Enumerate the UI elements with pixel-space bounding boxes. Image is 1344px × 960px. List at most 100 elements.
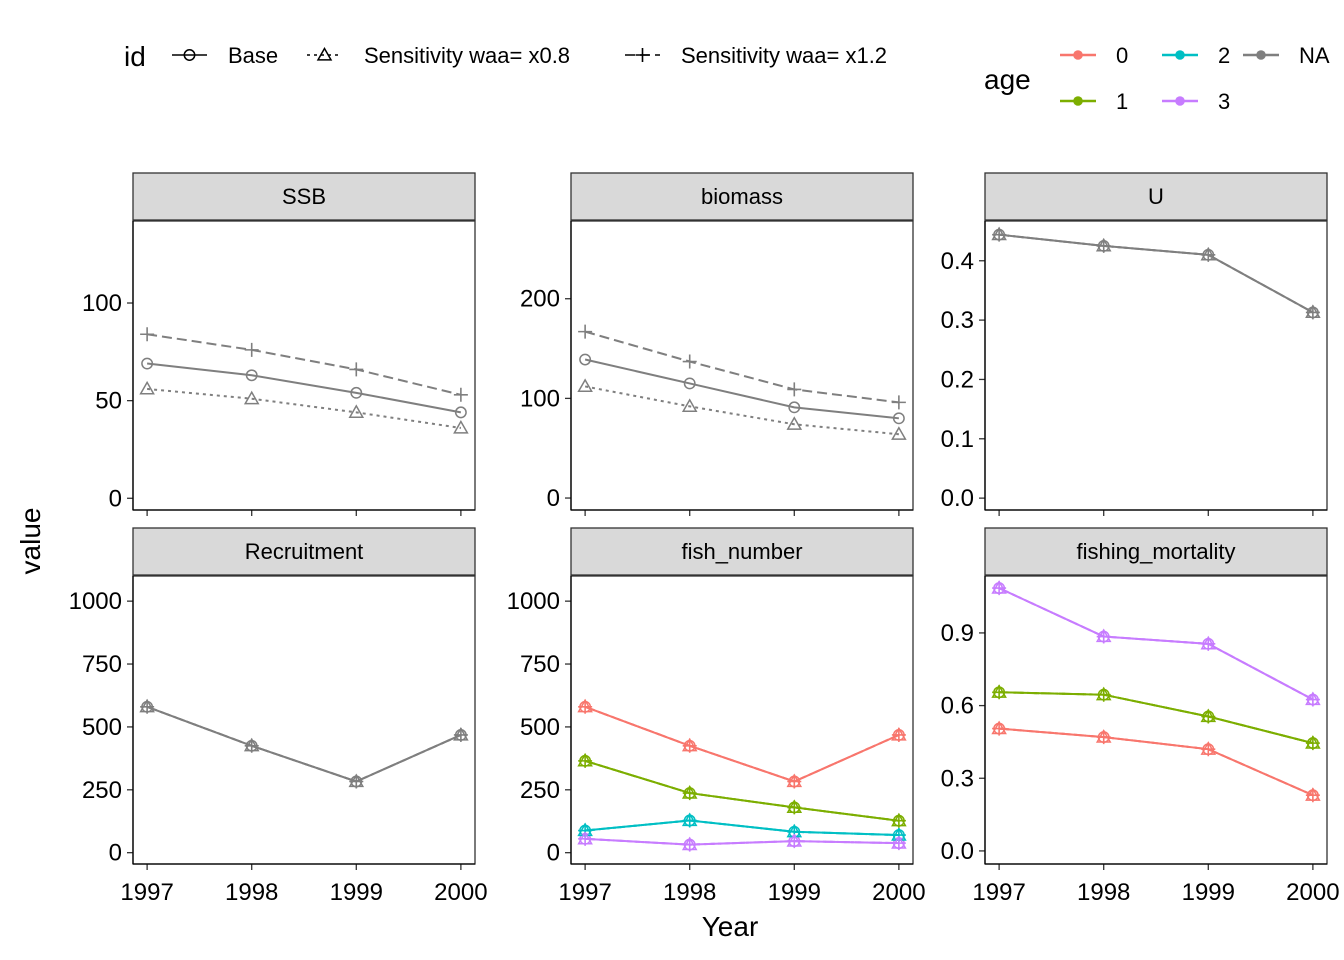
data-point [578, 699, 593, 714]
legend-age-entry: 2 [1162, 43, 1230, 68]
data-point [139, 380, 155, 395]
panel-area [570, 220, 914, 511]
data-point [579, 353, 592, 366]
series-line [992, 227, 1320, 320]
legend-age-key-dot [1175, 50, 1185, 60]
data-point [140, 699, 155, 714]
data-point [1096, 238, 1111, 253]
legend-age-label: 2 [1218, 43, 1230, 68]
data-point [682, 738, 697, 753]
y-tick-label: 0.0 [941, 838, 974, 865]
legend-age-key-dot [1073, 50, 1083, 60]
legend-age-label: NA [1299, 43, 1330, 68]
data-point [453, 727, 468, 742]
series-path [999, 691, 1314, 745]
data-point [141, 357, 154, 370]
facet-panel: SSB 0 50 100 [82, 172, 476, 516]
data-point [245, 369, 258, 382]
legend-age-entry: 3 [1162, 89, 1230, 114]
y-axis-title: value [15, 508, 46, 575]
series-path [584, 759, 900, 822]
facet-panel: U 0.0 0.1 0.2 0.3 0.4 [941, 172, 1328, 516]
y-tick-label: 750 [82, 651, 122, 678]
legend-id-label: Base [228, 43, 278, 68]
facet-strip [570, 172, 914, 221]
x-tick-label: 1999 [768, 879, 821, 906]
x-tick-label: 1999 [330, 879, 383, 906]
data-point [1305, 788, 1320, 803]
y-tick-label: 50 [95, 388, 122, 415]
y-tick-label: 500 [520, 714, 560, 741]
y-tick-label: 0 [547, 485, 560, 512]
data-point [992, 721, 1007, 736]
series-path [585, 819, 899, 837]
facet-strip-label: SSB [282, 184, 326, 209]
series-line [578, 753, 906, 828]
series-line [578, 831, 906, 852]
data-point [578, 831, 593, 846]
data-point [787, 800, 802, 815]
y-tick-label: 0 [109, 840, 122, 867]
legend-age-label: 3 [1218, 89, 1230, 114]
facet-strip [984, 172, 1328, 221]
x-tick-label: 1997 [120, 879, 173, 906]
data-point [1096, 730, 1111, 745]
legend-area: id Base Sensitivity waa= x0.8 Sensitivity w… [124, 41, 1330, 114]
series-path [147, 362, 462, 414]
data-point [891, 727, 906, 742]
y-tick-label: 250 [82, 777, 122, 804]
y-tick-label: 0 [109, 485, 122, 512]
data-point [992, 685, 1007, 700]
data-point [453, 387, 468, 402]
x-tick-label: 1997 [972, 879, 1025, 906]
data-point [578, 324, 593, 339]
data-point [1305, 692, 1320, 707]
legend-age-entry: 0 [1060, 43, 1128, 68]
legend-id-key-marker [635, 48, 650, 62]
series-line [992, 685, 1320, 751]
series-line [140, 699, 468, 789]
series-line [139, 380, 469, 434]
legend-id-entry: Sensitivity waa= x0.8 [307, 43, 570, 68]
y-tick-label: 750 [520, 651, 560, 678]
legend-age-entry: NA [1243, 43, 1330, 68]
data-point [891, 813, 906, 828]
data-point [787, 382, 802, 397]
x-tick-label: 1998 [1077, 879, 1130, 906]
x-tick-label: 1997 [558, 879, 611, 906]
y-tick-label: 0.3 [941, 307, 974, 334]
panel-area [984, 220, 1328, 511]
x-tick-label: 2000 [872, 879, 925, 906]
data-point [243, 390, 260, 405]
series-path [146, 333, 462, 396]
data-point [992, 227, 1007, 242]
y-tick-label: 250 [520, 777, 560, 804]
data-point [891, 395, 906, 410]
facet-panel: fish_number 0 250 500 750 1000 1997 1998 1999 200… [507, 527, 926, 906]
legend-id-key-marker [183, 49, 196, 61]
series-line [992, 581, 1320, 707]
y-tick-label: 100 [520, 385, 560, 412]
series-path [584, 759, 900, 822]
y-tick-label: 0.6 [941, 693, 974, 720]
data-point [578, 753, 593, 768]
series-line [141, 357, 467, 419]
data-point [891, 836, 906, 851]
data-point [1201, 709, 1216, 724]
facet-strip-label: Recruitment [245, 539, 364, 564]
data-point [1305, 736, 1320, 751]
facet-strip-label: fish_number [681, 539, 802, 564]
y-tick-label: 0.0 [941, 485, 974, 512]
series-path [998, 587, 1314, 701]
data-point [682, 813, 697, 828]
legend-age-key-dot [1073, 96, 1083, 106]
data-point [140, 327, 155, 342]
legend-id-key-marker [316, 46, 333, 61]
series-path [999, 727, 1314, 797]
y-tick-label: 0 [547, 840, 560, 867]
series-line [578, 813, 906, 843]
data-point [349, 362, 364, 377]
facet-panel: Recruitment 0 250 500 750 1000 1997 1998 1999 200… [69, 527, 488, 906]
series-line [577, 378, 907, 440]
series-path [584, 330, 900, 404]
